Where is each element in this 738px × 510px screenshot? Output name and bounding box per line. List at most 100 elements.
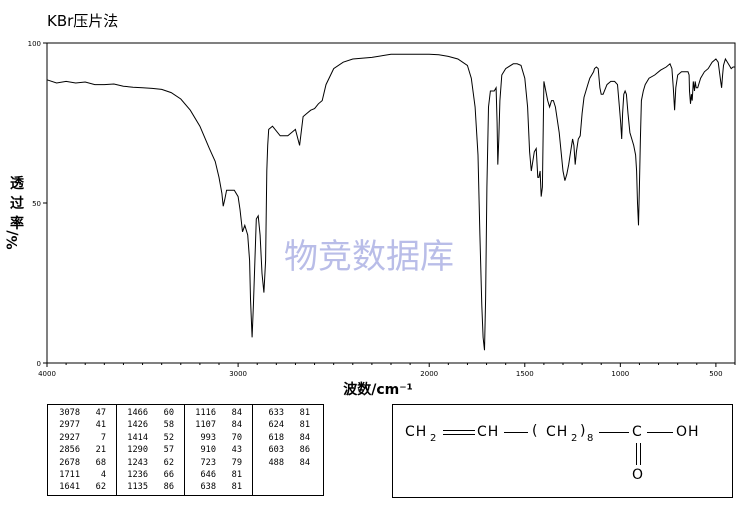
peak-transmittance: 84 xyxy=(231,408,242,418)
peak-transmittance: 86 xyxy=(299,445,310,456)
y-axis-label-part: 透 xyxy=(10,176,25,192)
x-tick-label: 1500 xyxy=(516,370,534,378)
peak-transmittance: 66 xyxy=(163,470,174,481)
peak-wavenumber: 624 xyxy=(268,420,284,431)
struct-carbonyl-c: C xyxy=(632,424,643,440)
peak-wavenumber: 723 xyxy=(200,457,216,468)
peak-table-row: 1711 4 xyxy=(50,469,106,481)
peak-wavenumber: 1243 xyxy=(127,457,148,468)
struct-ch2-chain: CH xyxy=(546,424,569,440)
peak-wavenumber: 638 xyxy=(200,482,216,493)
peak-transmittance: 84 xyxy=(299,457,310,468)
y-axis: 0 50 100 xyxy=(28,40,47,368)
peak-wavenumber: 1426 xyxy=(127,420,148,431)
peak-transmittance: 43 xyxy=(231,445,242,456)
method-title: KBr压片法 xyxy=(47,12,119,30)
peak-wavenumber: 910 xyxy=(200,445,216,456)
peak-wavenumber: 2977 xyxy=(59,420,80,431)
peak-table-column: 1116 84 1107 84 993 70 910 43 723 79 646 81 638 81 xyxy=(186,407,242,494)
ir-spectrum-chart: 4000 3000 2000 1500 1000 500 0 50 100 物竞数据库 波数/… xyxy=(5,40,736,398)
peak-transmittance: 58 xyxy=(163,420,174,431)
peak-table-row: 1116 84 xyxy=(186,407,242,419)
struct-carbonyl-o: O xyxy=(632,467,645,483)
struct-ch2-terminal: CH xyxy=(405,424,428,440)
peak-transmittance: 70 xyxy=(231,432,242,443)
peak-wavenumber: 993 xyxy=(200,432,216,443)
struct-paren-close: ) xyxy=(580,423,587,439)
peak-wavenumber: 633 xyxy=(268,408,284,418)
peak-table-row: 624 81 xyxy=(254,419,310,431)
peak-transmittance: 81 xyxy=(231,470,242,481)
struct-ch2-chain-sub: 2 xyxy=(571,433,578,444)
y-tick-label: 0 xyxy=(37,360,41,368)
peak-transmittance: 84 xyxy=(299,432,310,443)
peak-table: 3078 47 2977 41 2927 7 2856 21 2678 68 1711 4 1641 62… xyxy=(47,404,324,496)
peak-table-row: 2977 41 xyxy=(50,419,106,431)
peak-transmittance: 41 xyxy=(95,420,106,431)
peak-table-row: 488 84 xyxy=(254,457,310,469)
single-bond-2 xyxy=(599,432,629,433)
peak-wavenumber: 3078 xyxy=(59,408,80,418)
struct-paren-open: ( xyxy=(532,423,539,439)
y-tick-label: 100 xyxy=(28,40,41,48)
peak-transmittance: 21 xyxy=(95,445,106,456)
peak-transmittance: 81 xyxy=(299,408,310,418)
x-axis: 4000 3000 2000 1500 1000 500 xyxy=(38,363,736,378)
peak-transmittance: 79 xyxy=(231,457,242,468)
y-axis-label: 透过率%/ xyxy=(5,176,25,250)
peak-table-row: 2678 68 xyxy=(50,457,106,469)
peak-table-row: 993 70 xyxy=(186,432,242,444)
x-tick-label: 1000 xyxy=(611,370,629,378)
peak-table-row: 2856 21 xyxy=(50,444,106,456)
peak-transmittance: 84 xyxy=(231,420,242,431)
struct-ch-vinyl: CH xyxy=(477,424,500,440)
double-bond-top xyxy=(443,430,475,431)
watermark: 物竞数据库 xyxy=(284,237,454,277)
spectrum-line xyxy=(46,53,735,351)
peak-table-row: 2927 7 xyxy=(50,432,106,444)
y-tick-label: 50 xyxy=(32,200,41,208)
peak-transmittance: 60 xyxy=(163,408,174,418)
peak-table-row: 646 81 xyxy=(186,469,242,481)
y-axis-label-part: 过 xyxy=(10,195,24,212)
peak-wavenumber: 618 xyxy=(268,432,284,443)
peak-transmittance: 52 xyxy=(163,432,174,443)
peak-table-row: 910 43 xyxy=(186,444,242,456)
peak-wavenumber: 1466 xyxy=(127,408,148,418)
single-bond-3 xyxy=(647,432,673,433)
x-tick-label: 2000 xyxy=(420,370,438,378)
peak-table-row: 1426 58 xyxy=(118,419,174,431)
peak-table-column-divider xyxy=(184,405,185,495)
peak-wavenumber: 1290 xyxy=(127,445,148,456)
peak-wavenumber: 488 xyxy=(268,457,284,468)
peak-wavenumber: 1107 xyxy=(195,420,216,431)
peak-wavenumber: 1641 xyxy=(59,482,80,493)
struct-repeat-count: 8 xyxy=(587,433,594,444)
peak-table-row: 638 81 xyxy=(186,481,242,493)
y-axis-label-part: %/ xyxy=(5,230,21,250)
peak-transmittance: 47 xyxy=(95,408,106,418)
peak-wavenumber: 2678 xyxy=(59,457,80,468)
peak-table-row: 1135 86 xyxy=(118,481,174,493)
peak-wavenumber: 1236 xyxy=(127,470,148,481)
y-axis-label-part: 率 xyxy=(10,215,24,232)
peak-transmittance: 86 xyxy=(163,482,174,493)
peak-wavenumber: 2856 xyxy=(59,445,80,456)
peak-wavenumber: 2927 xyxy=(59,432,80,443)
peak-transmittance: 57 xyxy=(163,445,174,456)
x-tick-label: 4000 xyxy=(38,370,56,378)
peak-transmittance: 62 xyxy=(95,482,106,493)
co-double-bond-left xyxy=(636,443,637,465)
peak-wavenumber: 603 xyxy=(268,445,284,456)
peak-transmittance: 4 xyxy=(100,470,106,481)
struct-ch2-terminal-sub: 2 xyxy=(430,433,437,444)
peak-wavenumber: 1116 xyxy=(195,408,216,418)
peak-table-row: 1236 66 xyxy=(118,469,174,481)
co-double-bond-right xyxy=(640,443,641,465)
peak-transmittance: 68 xyxy=(95,457,106,468)
peak-table-row: 3078 47 xyxy=(50,407,106,419)
peak-transmittance: 81 xyxy=(299,420,310,431)
peak-table-row: 1466 60 xyxy=(118,407,174,419)
peak-transmittance: 7 xyxy=(100,432,106,443)
double-bond-bottom xyxy=(443,434,475,435)
